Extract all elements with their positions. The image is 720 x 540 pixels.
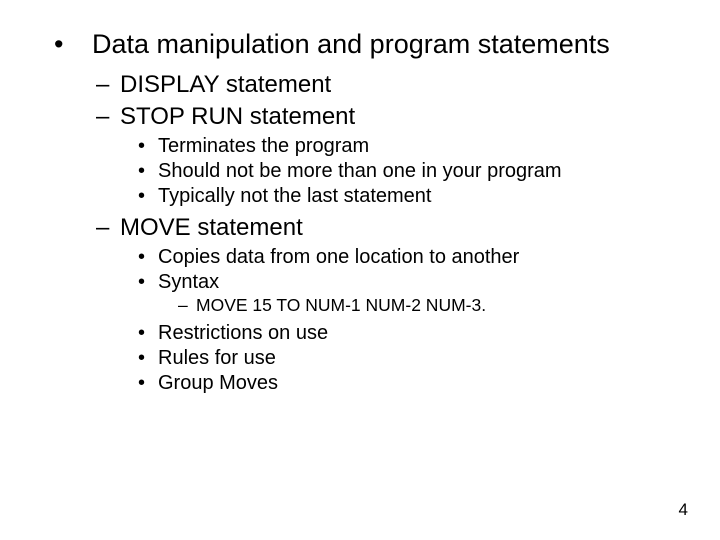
dash-icon: – bbox=[178, 295, 196, 317]
level-4-text: MOVE 15 TO NUM-1 NUM-2 NUM-3. bbox=[196, 295, 486, 315]
bullet-level-2: –STOP RUN statement bbox=[96, 102, 720, 132]
page-number: 4 bbox=[679, 500, 688, 520]
bullet-level-3: •Rules for use bbox=[138, 346, 720, 371]
bullet-dot-icon: • bbox=[138, 184, 158, 209]
level-3-text: Syntax bbox=[158, 271, 219, 293]
bullet-level-3: •Syntax bbox=[138, 270, 720, 295]
level-3-text: Terminates the program bbox=[158, 135, 369, 157]
bullet-dot-icon: • bbox=[138, 321, 158, 346]
bullet-level-3: •Should not be more than one in your pro… bbox=[138, 159, 720, 184]
level-2-text: MOVE statement bbox=[120, 214, 303, 241]
bullet-level-2: –MOVE statement bbox=[96, 213, 720, 243]
bullet-dot-icon: • bbox=[54, 28, 92, 62]
level-3-text: Rules for use bbox=[158, 347, 276, 369]
bullet-dot-icon: • bbox=[138, 159, 158, 184]
bullet-level-3: •Typically not the last statement bbox=[138, 184, 720, 209]
level-1-text: Data manipulation and program statements bbox=[92, 28, 652, 62]
level-3-text: Group Moves bbox=[158, 372, 278, 394]
bullet-level-3: •Restrictions on use bbox=[138, 321, 720, 346]
level-3-text: Typically not the last statement bbox=[158, 185, 431, 207]
bullet-level-4: –MOVE 15 TO NUM-1 NUM-2 NUM-3. bbox=[178, 295, 720, 317]
level-3-text: Should not be more than one in your prog… bbox=[158, 160, 562, 182]
level-3-text: Copies data from one location to another bbox=[158, 246, 519, 268]
bullet-level-3: •Copies data from one location to anothe… bbox=[138, 245, 720, 270]
bullet-dot-icon: • bbox=[138, 270, 158, 295]
level-2-text: DISPLAY statement bbox=[120, 71, 331, 98]
dash-icon: – bbox=[96, 102, 120, 132]
bullet-level-1: •Data manipulation and program statement… bbox=[54, 28, 720, 62]
dash-icon: – bbox=[96, 213, 120, 243]
level-2-text: STOP RUN statement bbox=[120, 103, 355, 130]
level-3-text: Restrictions on use bbox=[158, 322, 328, 344]
bullet-dot-icon: • bbox=[138, 134, 158, 159]
bullet-dot-icon: • bbox=[138, 245, 158, 270]
bullet-level-2: –DISPLAY statement bbox=[96, 70, 720, 100]
bullet-dot-icon: • bbox=[138, 371, 158, 396]
bullet-dot-icon: • bbox=[138, 346, 158, 371]
bullet-level-3: •Terminates the program bbox=[138, 134, 720, 159]
dash-icon: – bbox=[96, 70, 120, 100]
bullet-level-3: •Group Moves bbox=[138, 371, 720, 396]
